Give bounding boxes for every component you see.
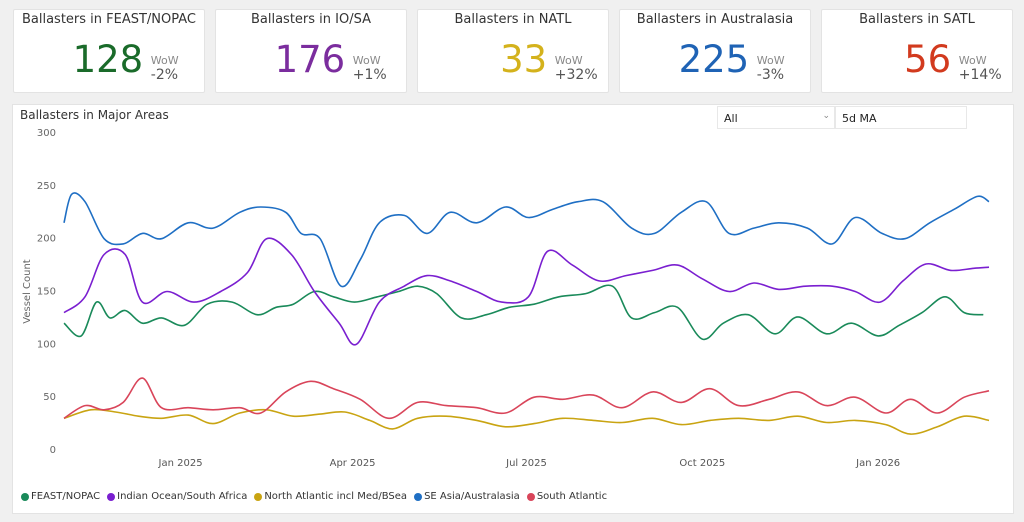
average-filter-value: 5d MA (842, 112, 877, 125)
kpi-wow-label: WoW (958, 54, 987, 67)
legend-marker (254, 492, 263, 501)
x-tick-label: Jul 2025 (505, 458, 547, 469)
legend-item[interactable]: FEAST/NOPAC (21, 491, 100, 502)
chevron-down-icon: ⌄ (822, 111, 830, 121)
kpi-card-io-sa: Ballasters in IO/SA 176 WoW +1% (215, 9, 407, 93)
kpi-change: +32% (554, 67, 598, 83)
kpi-value: 176 (274, 38, 346, 81)
legend-label: FEAST/NOPAC (31, 491, 101, 502)
region-filter-value: All (724, 112, 738, 125)
kpi-wow-label: WoW (554, 54, 583, 67)
kpi-card-feast-nopac: Ballasters in FEAST/NOPAC 128 WoW -2% (13, 9, 205, 93)
x-tick-label: Apr 2025 (330, 458, 376, 469)
kpi-card-satl: Ballasters in SATL 56 WoW +14% (821, 9, 1013, 93)
x-tick-label: Jan 2026 (855, 458, 900, 469)
chart-panel: 0 50 100 150 200 250 300 Vessel Count Jan 2025 Ap… (12, 104, 1014, 514)
legend-label: North Atlantic incl Med/BSea (264, 491, 408, 502)
chart-title: Ballasters in Major Areas (20, 108, 169, 122)
kpi-title: Ballasters in Australasia (636, 12, 794, 27)
y-tick-label: 0 (50, 445, 56, 456)
kpi-card-australasia: Ballasters in Australasia 225 WoW -3% (619, 9, 811, 93)
legend-label: South Atlantic (536, 491, 608, 502)
x-tick-label: Oct 2025 (679, 458, 725, 469)
series-line-north-atlantic-incl-med-bsea (63, 408, 990, 435)
legend-item[interactable]: North Atlantic incl Med/BSea (254, 491, 407, 502)
legend-label: Indian Ocean/South Africa (117, 491, 248, 502)
kpi-title: Ballasters in FEAST/NOPAC (21, 12, 197, 27)
series-line-indian-ocean-south-africa (63, 237, 990, 346)
legend-label: SE Asia/Australasia (424, 491, 520, 502)
kpi-card-natl: Ballasters in NATL 33 WoW +32% (417, 9, 609, 93)
legend-item[interactable]: SE Asia/Australasia (414, 491, 520, 502)
average-filter-dropdown[interactable]: 5d MA (835, 106, 967, 129)
kpi-title: Ballasters in NATL (454, 12, 572, 27)
kpi-value: 128 (72, 38, 144, 81)
kpi-title: Ballasters in SATL (859, 12, 975, 27)
y-tick-label: 250 (37, 181, 56, 192)
y-tick-label: 50 (43, 392, 56, 403)
kpi-change: -2% (150, 67, 179, 83)
legend-marker (21, 492, 29, 501)
series-line-feast-nopac (63, 284, 984, 341)
y-axis-label: Vessel Count (22, 259, 33, 324)
kpi-change: +14% (958, 67, 1002, 83)
kpi-change: +1% (352, 67, 387, 83)
y-tick-label: 200 (37, 234, 56, 245)
kpi-value: 56 (904, 38, 952, 81)
series-line-se-asia-australasia (63, 192, 990, 288)
y-tick-label: 300 (37, 128, 56, 139)
legend-marker (526, 492, 535, 501)
kpi-change: -3% (756, 67, 785, 83)
kpi-title: Ballasters in IO/SA (250, 12, 371, 27)
kpi-value: 33 (500, 38, 548, 81)
series-line-south-atlantic (63, 377, 990, 420)
y-tick-label: 150 (37, 287, 56, 298)
x-tick-label: Jan 2025 (158, 458, 203, 469)
y-tick-label: 100 (37, 339, 56, 350)
legend-item[interactable]: Indian Ocean/South Africa (107, 491, 247, 502)
legend-marker (107, 492, 116, 501)
chart-legend: FEAST/NOPAC Indian Ocean/South Africa Nort… (21, 491, 607, 502)
kpi-wow-label: WoW (150, 54, 179, 67)
kpi-wow-label: WoW (352, 54, 381, 67)
legend-marker (414, 492, 423, 501)
kpi-value: 225 (678, 38, 750, 81)
kpi-wow-label: WoW (756, 54, 785, 67)
line-chart: 0 50 100 150 200 250 300 Vessel Count Jan 2025 Ap… (22, 128, 990, 469)
region-filter-dropdown[interactable]: All ⌄ (717, 106, 835, 129)
legend-item[interactable]: South Atlantic (526, 491, 608, 502)
